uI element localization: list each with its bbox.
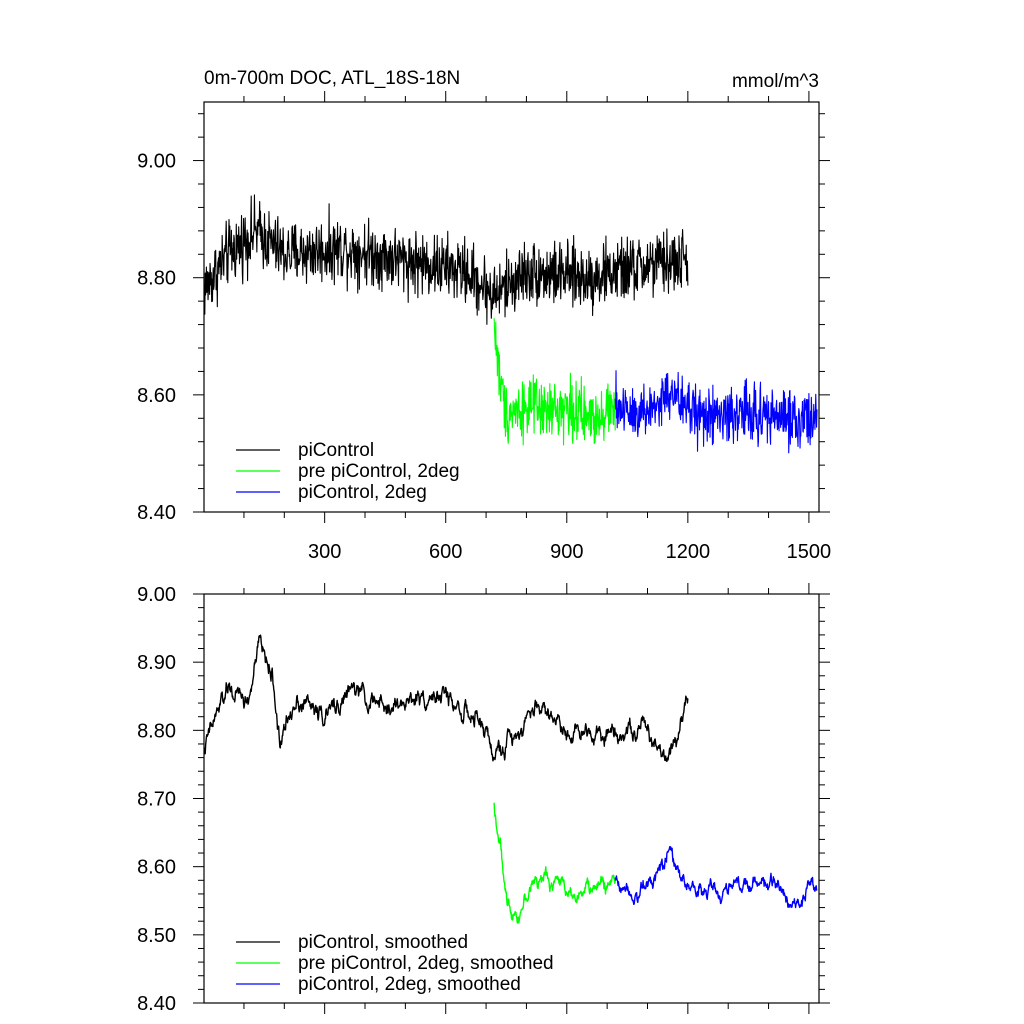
legend-label: piControl, 2deg — [298, 482, 427, 503]
y-tick-label: 8.50 — [137, 925, 176, 947]
x-tick-label: 300 — [308, 541, 341, 563]
top-panel-ticks — [193, 91, 830, 523]
legend-label: piControl, 2deg, smoothed — [298, 974, 521, 995]
series-line-picontrol-smoothed — [204, 634, 689, 763]
y-tick-label: 8.80 — [137, 268, 176, 290]
x-tick-label: 600 — [429, 541, 462, 563]
top-panel-x-tick-labels: 300 600 900 1200 1500 — [308, 541, 831, 563]
x-tick-label: 1500 — [787, 541, 832, 563]
series-line-picontrol — [204, 194, 689, 325]
x-tick-label: 900 — [550, 541, 583, 563]
series-line-picontrol-2deg-smoothed — [614, 845, 818, 909]
y-tick-label: 8.90 — [137, 652, 176, 674]
y-tick-label: 8.60 — [137, 385, 176, 407]
x-tick-label: 1200 — [666, 541, 711, 563]
legend-label: pre piControl, 2deg, smoothed — [298, 953, 554, 974]
y-tick-label: 8.40 — [137, 502, 176, 524]
legend-label: pre piControl, 2deg — [298, 461, 460, 482]
top-panel-series — [204, 194, 818, 454]
series-line-picontrol-2deg — [614, 370, 818, 454]
bottom-panel-y-tick-labels: 8.40 8.50 8.60 8.70 8.80 8.90 9.00 — [137, 584, 176, 1015]
y-tick-label: 9.00 — [137, 151, 176, 173]
bottom-panel-ticks — [193, 583, 830, 1014]
units-label: mmol/m^3 — [732, 71, 819, 92]
y-tick-label: 8.40 — [137, 993, 176, 1015]
series-line-pre-picontrol-2deg — [493, 318, 616, 446]
bottom-panel-series — [204, 634, 818, 924]
legend-label: piControl — [298, 440, 374, 461]
chart-title: 0m-700m DOC, ATL_18S-18N — [204, 68, 460, 89]
top-panel: 0m-700m DOC, ATL_18S-18N mmol/m^3 8.408.… — [137, 68, 831, 563]
series-line-pre-picontrol-2deg-smoothed — [493, 802, 616, 924]
y-tick-label: 8.60 — [137, 857, 176, 879]
bottom-panel-frame — [203, 593, 820, 1004]
top-panel-frame — [203, 101, 820, 513]
y-tick-label: 8.70 — [137, 789, 176, 811]
y-tick-label: 8.80 — [137, 720, 176, 742]
y-tick-label: 9.00 — [137, 584, 176, 606]
top-panel-y-tick-labels: 8.40 8.60 8.80 9.00 — [137, 151, 176, 524]
legend-label: piControl, smoothed — [298, 932, 468, 953]
bottom-panel: 8.40 8.50 8.60 8.70 8.80 8.90 9.00 piControl, … — [137, 583, 830, 1015]
